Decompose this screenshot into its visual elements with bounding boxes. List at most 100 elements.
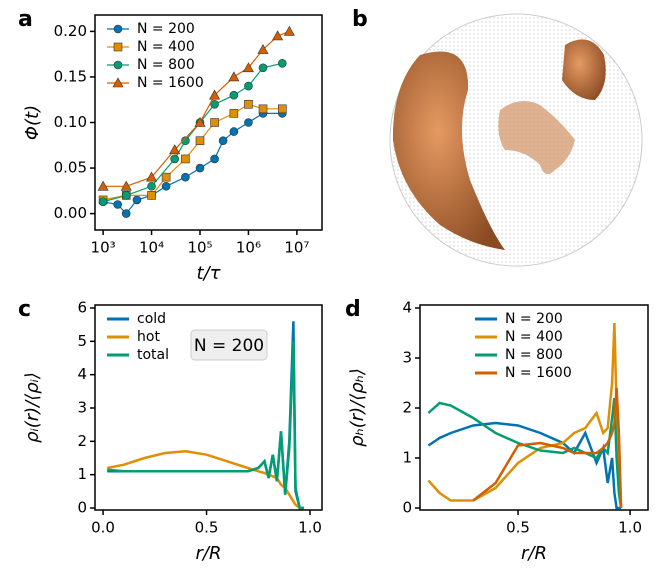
x-tick-label: 10⁶ bbox=[236, 239, 261, 257]
y-tick-label: 0.20 bbox=[54, 22, 87, 40]
y-tick-label: 1 bbox=[402, 449, 412, 467]
legend-label: N = 400 bbox=[137, 39, 195, 55]
y-axis-label: Φ(t) bbox=[22, 105, 43, 140]
x-tick-label: 10⁴ bbox=[139, 239, 164, 257]
data-marker bbox=[210, 118, 219, 127]
data-marker bbox=[195, 163, 205, 173]
x-tick-label: 10⁵ bbox=[187, 239, 212, 257]
y-tick-label: 0.15 bbox=[54, 67, 87, 85]
data-marker bbox=[181, 172, 190, 182]
x-tick-label: 1.0 bbox=[618, 519, 642, 537]
data-marker bbox=[161, 181, 171, 191]
data-marker bbox=[244, 99, 253, 109]
y-tick-label: 6 bbox=[77, 299, 87, 317]
data-marker bbox=[170, 154, 179, 164]
x-tick-label: 10⁷ bbox=[284, 239, 309, 257]
legend-label: hot bbox=[137, 329, 160, 345]
data-marker bbox=[98, 197, 108, 207]
data-marker bbox=[113, 60, 123, 70]
data-marker bbox=[194, 116, 206, 127]
data-marker bbox=[257, 44, 269, 54]
data-marker bbox=[121, 209, 131, 218]
data-marker bbox=[113, 24, 123, 34]
y-tick-label: 4 bbox=[77, 365, 87, 383]
panel-label: a bbox=[18, 7, 33, 32]
legend-label: N = 1600 bbox=[137, 75, 204, 91]
panel-label: b bbox=[352, 7, 368, 32]
series-line bbox=[427, 421, 622, 510]
y-tick-label: 2 bbox=[402, 399, 412, 417]
data-marker bbox=[210, 99, 219, 109]
legend-label: cold bbox=[137, 311, 166, 327]
x-tick-label: 1.0 bbox=[298, 519, 322, 537]
legend-label: N = 1600 bbox=[505, 365, 572, 381]
y-axis-label: ρₕ(r)/⟨ρₕ⟩ bbox=[347, 368, 368, 447]
legend-label: N = 800 bbox=[505, 347, 563, 363]
data-marker bbox=[244, 81, 253, 91]
data-marker bbox=[181, 154, 190, 164]
y-tick-label: 5 bbox=[77, 332, 87, 350]
y-tick-label: 4 bbox=[402, 299, 412, 317]
y-tick-label: 0.00 bbox=[54, 204, 87, 222]
x-axis-label: t/τ bbox=[197, 263, 221, 284]
y-tick-label: 0 bbox=[402, 499, 412, 517]
x-tick-label: 0.0 bbox=[91, 519, 115, 537]
x-tick-label: 10³ bbox=[91, 239, 116, 257]
data-marker bbox=[244, 118, 253, 127]
data-marker bbox=[146, 171, 158, 182]
data-marker bbox=[147, 191, 156, 200]
legend-label: N = 200 bbox=[505, 311, 563, 327]
data-marker bbox=[112, 77, 124, 88]
legend-label: N = 800 bbox=[137, 57, 195, 73]
y-axis-label: ρᵢ(r)/⟨ρᵢ⟩ bbox=[22, 372, 43, 443]
data-marker bbox=[258, 63, 268, 73]
data-marker bbox=[283, 25, 295, 36]
x-tick-label: 0.5 bbox=[506, 519, 530, 537]
data-marker bbox=[242, 62, 254, 73]
data-marker bbox=[97, 180, 109, 191]
series-line bbox=[107, 341, 304, 510]
x-tick-label: 0.5 bbox=[195, 519, 219, 537]
plot-frame bbox=[94, 304, 323, 511]
panel-label: c bbox=[18, 297, 31, 322]
y-tick-label: 3 bbox=[402, 349, 412, 367]
data-marker bbox=[121, 191, 131, 200]
plot-frame bbox=[94, 14, 323, 231]
data-marker bbox=[277, 58, 287, 68]
data-marker bbox=[181, 136, 190, 146]
y-tick-label: 2 bbox=[77, 432, 87, 450]
data-marker bbox=[277, 104, 287, 114]
data-marker bbox=[229, 90, 239, 100]
render-3d bbox=[389, 13, 643, 267]
y-tick-label: 0 bbox=[77, 499, 87, 517]
data-marker bbox=[195, 136, 205, 146]
data-marker bbox=[113, 42, 123, 52]
legend-label: total bbox=[137, 347, 169, 363]
data-marker bbox=[218, 136, 228, 146]
data-marker bbox=[229, 127, 239, 136]
data-marker bbox=[113, 200, 122, 209]
plot-frame bbox=[419, 304, 649, 511]
legend-label: N = 400 bbox=[505, 329, 563, 345]
x-axis-label: r/R bbox=[196, 543, 222, 564]
y-tick-label: 0.10 bbox=[54, 113, 87, 131]
data-marker bbox=[209, 89, 221, 100]
data-marker bbox=[120, 180, 132, 191]
y-tick-label: 0.05 bbox=[54, 159, 87, 177]
data-marker bbox=[147, 181, 156, 191]
data-marker bbox=[229, 109, 239, 118]
data-marker bbox=[258, 104, 268, 114]
panel-label: d bbox=[345, 297, 361, 322]
series-line bbox=[472, 387, 623, 509]
series-line bbox=[427, 322, 623, 509]
legend-label: N = 200 bbox=[137, 21, 195, 37]
data-marker bbox=[210, 154, 219, 164]
annotation-box bbox=[190, 329, 268, 361]
annotation: N = 200 bbox=[194, 336, 264, 356]
data-marker bbox=[228, 71, 240, 82]
data-marker bbox=[169, 144, 181, 155]
y-tick-label: 1 bbox=[77, 465, 87, 483]
x-axis-label: r/R bbox=[521, 543, 547, 564]
